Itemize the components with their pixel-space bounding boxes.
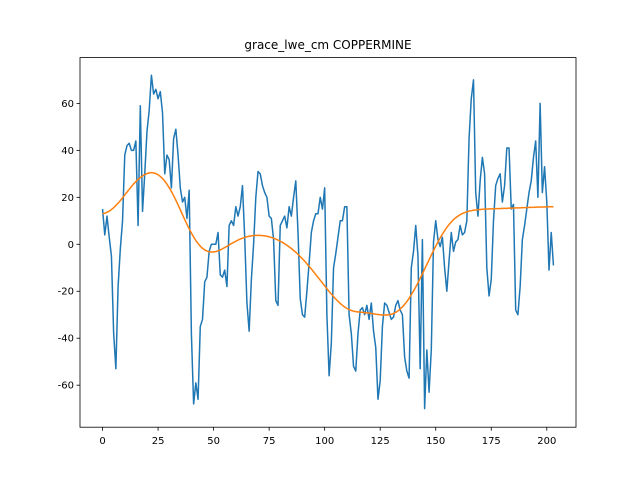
y-tick-label: 40: [61, 146, 74, 157]
y-tick-label: 0: [68, 240, 74, 251]
y-tick-label: 60: [61, 99, 74, 110]
x-tick-label: 150: [426, 436, 445, 447]
x-tick-label: 25: [152, 436, 165, 447]
chart-title: grace_lwe_cm COPPERMINE: [244, 38, 411, 52]
y-tick-label: 20: [61, 193, 74, 204]
y-tick-label: -60: [58, 381, 74, 392]
plot-frame: [79, 57, 577, 428]
y-tick-label: -20: [58, 287, 74, 298]
x-tick-label: 75: [263, 436, 276, 447]
x-tick-label: 200: [537, 436, 556, 447]
x-tick-label: 50: [207, 436, 220, 447]
x-tick-label: 125: [371, 436, 390, 447]
x-tick-label: 175: [482, 436, 501, 447]
y-tick-label: -40: [58, 334, 74, 345]
series-line: [102, 171, 554, 316]
x-tick-label: 100: [315, 436, 334, 447]
x-tick-label: 0: [99, 436, 105, 447]
